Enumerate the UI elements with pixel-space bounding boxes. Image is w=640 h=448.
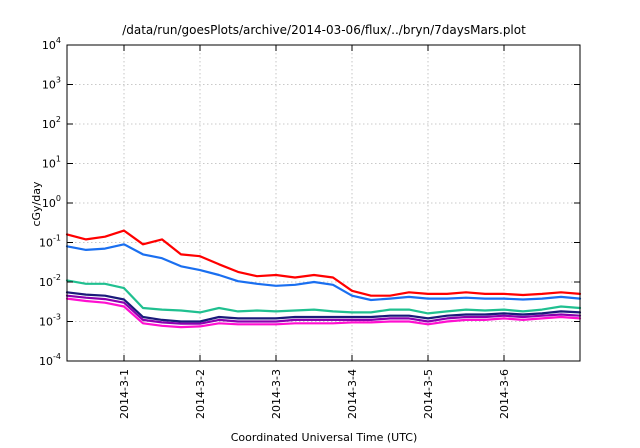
y-tick-base: 10	[39, 355, 53, 368]
y-tick-exponent: 2	[56, 115, 61, 124]
chart-title: /data/run/goesPlots/archive/2014-03-06/f…	[122, 23, 526, 37]
series-line-1	[65, 229, 582, 297]
y-tick-base: 10	[39, 316, 53, 329]
y-tick-base: 10	[42, 39, 56, 52]
y-axis-label: cGy/day	[30, 181, 43, 227]
y-tick-base: 10	[42, 197, 56, 210]
y-tick-base: 10	[39, 276, 53, 289]
x-tick-label: 2014-3-1	[118, 369, 131, 419]
y-tick-base: 10	[42, 79, 56, 92]
y-tick-exponent: -3	[53, 313, 61, 322]
x-tick-label: 2014-3-2	[194, 369, 207, 419]
y-tick-exponent: 4	[56, 36, 61, 45]
y-tick-base: 10	[39, 237, 53, 250]
y-tick-base: 10	[42, 118, 56, 131]
y-tick-label: 101	[42, 155, 61, 171]
y-tick-base: 10	[42, 158, 56, 171]
y-tick-exponent: -1	[53, 234, 61, 243]
y-tick-exponent: 3	[56, 76, 61, 85]
y-tick-exponent: -2	[53, 273, 61, 282]
x-axis: 2014-3-1 2014-3-2 2014-3-3 2014-3-4 2014-3-5…	[118, 45, 511, 419]
series-line-6	[65, 297, 582, 329]
y-tick-label: 10-3	[39, 313, 61, 329]
y-tick-label: 104	[42, 36, 61, 52]
series-line-2	[65, 243, 582, 302]
y-tick-label: 100	[42, 194, 61, 210]
series-layer	[65, 229, 582, 329]
x-tick-label: 2014-3-3	[270, 369, 283, 419]
series-line-3	[65, 279, 582, 315]
y-tick-label: 10-1	[39, 234, 61, 250]
x-tick-label: 2014-3-4	[346, 369, 359, 419]
y-tick-label: 10-4	[39, 352, 61, 368]
y-tick-exponent: -4	[53, 352, 61, 361]
series-line-5	[65, 294, 582, 325]
series-line-4	[65, 291, 582, 323]
y-tick-label: 102	[42, 115, 61, 131]
y-tick-exponent: 1	[56, 155, 61, 164]
x-tick-label: 2014-3-5	[422, 369, 435, 419]
x-tick-label: 2014-3-6	[498, 369, 511, 419]
x-axis-label: Coordinated Universal Time (UTC)	[231, 431, 418, 444]
y-tick-label: 103	[42, 76, 61, 92]
y-tick-exponent: 0	[56, 194, 61, 203]
y-tick-label: 10-2	[39, 273, 61, 289]
